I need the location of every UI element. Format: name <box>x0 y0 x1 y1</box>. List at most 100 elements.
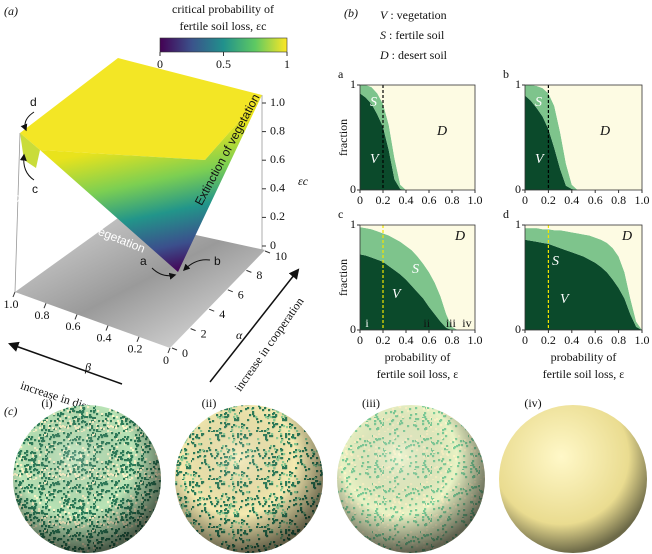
y-tick-label: 1 <box>515 77 521 91</box>
area <box>525 85 642 190</box>
beta-tick-label: 0.2 <box>128 342 143 356</box>
beta-tick <box>167 347 171 354</box>
area <box>360 225 475 330</box>
x-tick-label: 0.4 <box>564 333 579 347</box>
sphere-shading <box>337 405 485 553</box>
beta-tick <box>74 314 78 320</box>
x-tick-label: 0.6 <box>422 193 437 207</box>
x-tick-label: 1.0 <box>468 193 483 207</box>
alpha-tick-label: 2 <box>201 326 207 340</box>
arrow <box>8 341 123 385</box>
y-tick-label: 0 <box>350 322 356 336</box>
colorbar-tick-label: 1 <box>284 57 290 71</box>
series-label: D <box>621 229 632 244</box>
z-tick-label: 0.2 <box>270 209 285 223</box>
x-tick-label: 0 <box>357 333 363 347</box>
alpha-tick <box>171 347 178 351</box>
series-label: S <box>412 262 419 277</box>
x-tick-label: 0.4 <box>399 193 414 207</box>
beta-tick-label: 0 <box>163 353 169 367</box>
panel-a: (a) critical probability of fertile soil… <box>3 2 308 424</box>
panel-letter: d <box>503 207 509 221</box>
area <box>360 85 475 190</box>
surface-slope <box>40 95 262 272</box>
legend-entry: S : fertile soil <box>380 28 445 42</box>
x-tick-label: 0.2 <box>376 193 391 207</box>
y-tick-label: 1 <box>350 217 356 231</box>
x-tick-label: 0 <box>522 333 528 347</box>
x-label: probability of <box>385 350 451 364</box>
alpha-tick <box>227 289 233 293</box>
panel-label: (b) <box>344 6 358 20</box>
y-tick-label: 0 <box>515 182 521 196</box>
alpha-tick-label: 6 <box>238 288 244 302</box>
y-label: fraction <box>336 259 350 296</box>
y-label: fraction <box>336 119 350 156</box>
area <box>525 239 642 330</box>
alpha-tick <box>209 308 215 312</box>
alpha-label: α <box>236 328 243 342</box>
area <box>525 95 642 190</box>
x-tick-label: 0.2 <box>541 333 556 347</box>
x-label: fertile soil loss, ε <box>543 367 625 381</box>
arrow <box>183 259 211 271</box>
area-chart: VS D 0 0.2 0.4 0.6 0.8 1.0 0 1c fraction probabilit… <box>336 207 483 381</box>
colorbar <box>159 37 288 53</box>
z-tick-label: 0.4 <box>270 181 285 195</box>
panel-label: (a) <box>4 4 18 18</box>
sphere-shading <box>13 405 161 553</box>
area-chart: V S D 0 0.2 0.4 0.6 0.8 1.0 0 1b <box>503 67 650 207</box>
y-tick-label: 0 <box>350 182 356 196</box>
x-label: fertile soil loss, ε <box>377 367 459 381</box>
x-tick-label: 0.6 <box>588 193 603 207</box>
x-tick-label: 1.0 <box>635 333 650 347</box>
beta-tick-label: 0.4 <box>97 330 112 344</box>
alpha-tick <box>246 269 252 273</box>
x-tick-label: 1.0 <box>635 193 650 207</box>
area-chart: V S D 0 0.2 0.4 0.6 0.8 1.0 0 1a fraction <box>336 67 483 207</box>
beta-label: β <box>84 360 91 374</box>
plot-frame <box>524 224 643 331</box>
x-tick-label: 0.4 <box>399 333 414 347</box>
colorbar-tick-label: 0.5 <box>216 57 231 71</box>
sphere-label: (iv) <box>524 396 541 410</box>
alpha-tick-label: 0 <box>182 346 188 360</box>
x-tick-label: 0.2 <box>541 193 556 207</box>
annotation: b <box>214 254 221 268</box>
panel-letter: b <box>503 67 509 81</box>
area <box>525 228 642 330</box>
series-label: V <box>370 152 380 167</box>
alpha-tick-label: 8 <box>256 268 262 282</box>
arrow <box>19 153 35 181</box>
alpha-tick-label: 10 <box>275 249 287 263</box>
colorbar-title: fertile soil loss, εc <box>179 19 266 33</box>
z-tick-label: 0.6 <box>270 152 285 166</box>
series-label: S <box>535 95 542 110</box>
x-tick-label: 0.2 <box>376 333 391 347</box>
z-tick-label: 1.0 <box>270 95 285 109</box>
x-tick-label: 0.6 <box>422 333 437 347</box>
area <box>360 93 475 190</box>
series-label: S <box>552 254 559 269</box>
sphere-label: (ii) <box>202 396 217 410</box>
z-tick-label: 0 <box>270 238 276 252</box>
x-tick-label: 0.8 <box>611 333 626 347</box>
x-tick-label: 0.6 <box>588 333 603 347</box>
legend-entry: D : desert soil <box>379 48 448 62</box>
area <box>525 85 642 190</box>
x-tick-label: 0 <box>522 193 528 207</box>
area <box>360 85 475 190</box>
x-tick-label: 0.4 <box>564 193 579 207</box>
regime-label: iii <box>446 316 457 330</box>
series-label: D <box>599 124 610 139</box>
series-label: V <box>560 292 570 307</box>
x-tick-label: 0.8 <box>445 333 460 347</box>
sphere-label: (i) <box>41 396 52 410</box>
y-tick-label: 1 <box>350 77 356 91</box>
area <box>360 227 475 330</box>
annotation: a <box>140 254 147 268</box>
alpha-tick <box>190 328 196 332</box>
alpha-arrow-label: increase in cooperation <box>231 295 306 394</box>
alpha-tick <box>264 250 271 254</box>
